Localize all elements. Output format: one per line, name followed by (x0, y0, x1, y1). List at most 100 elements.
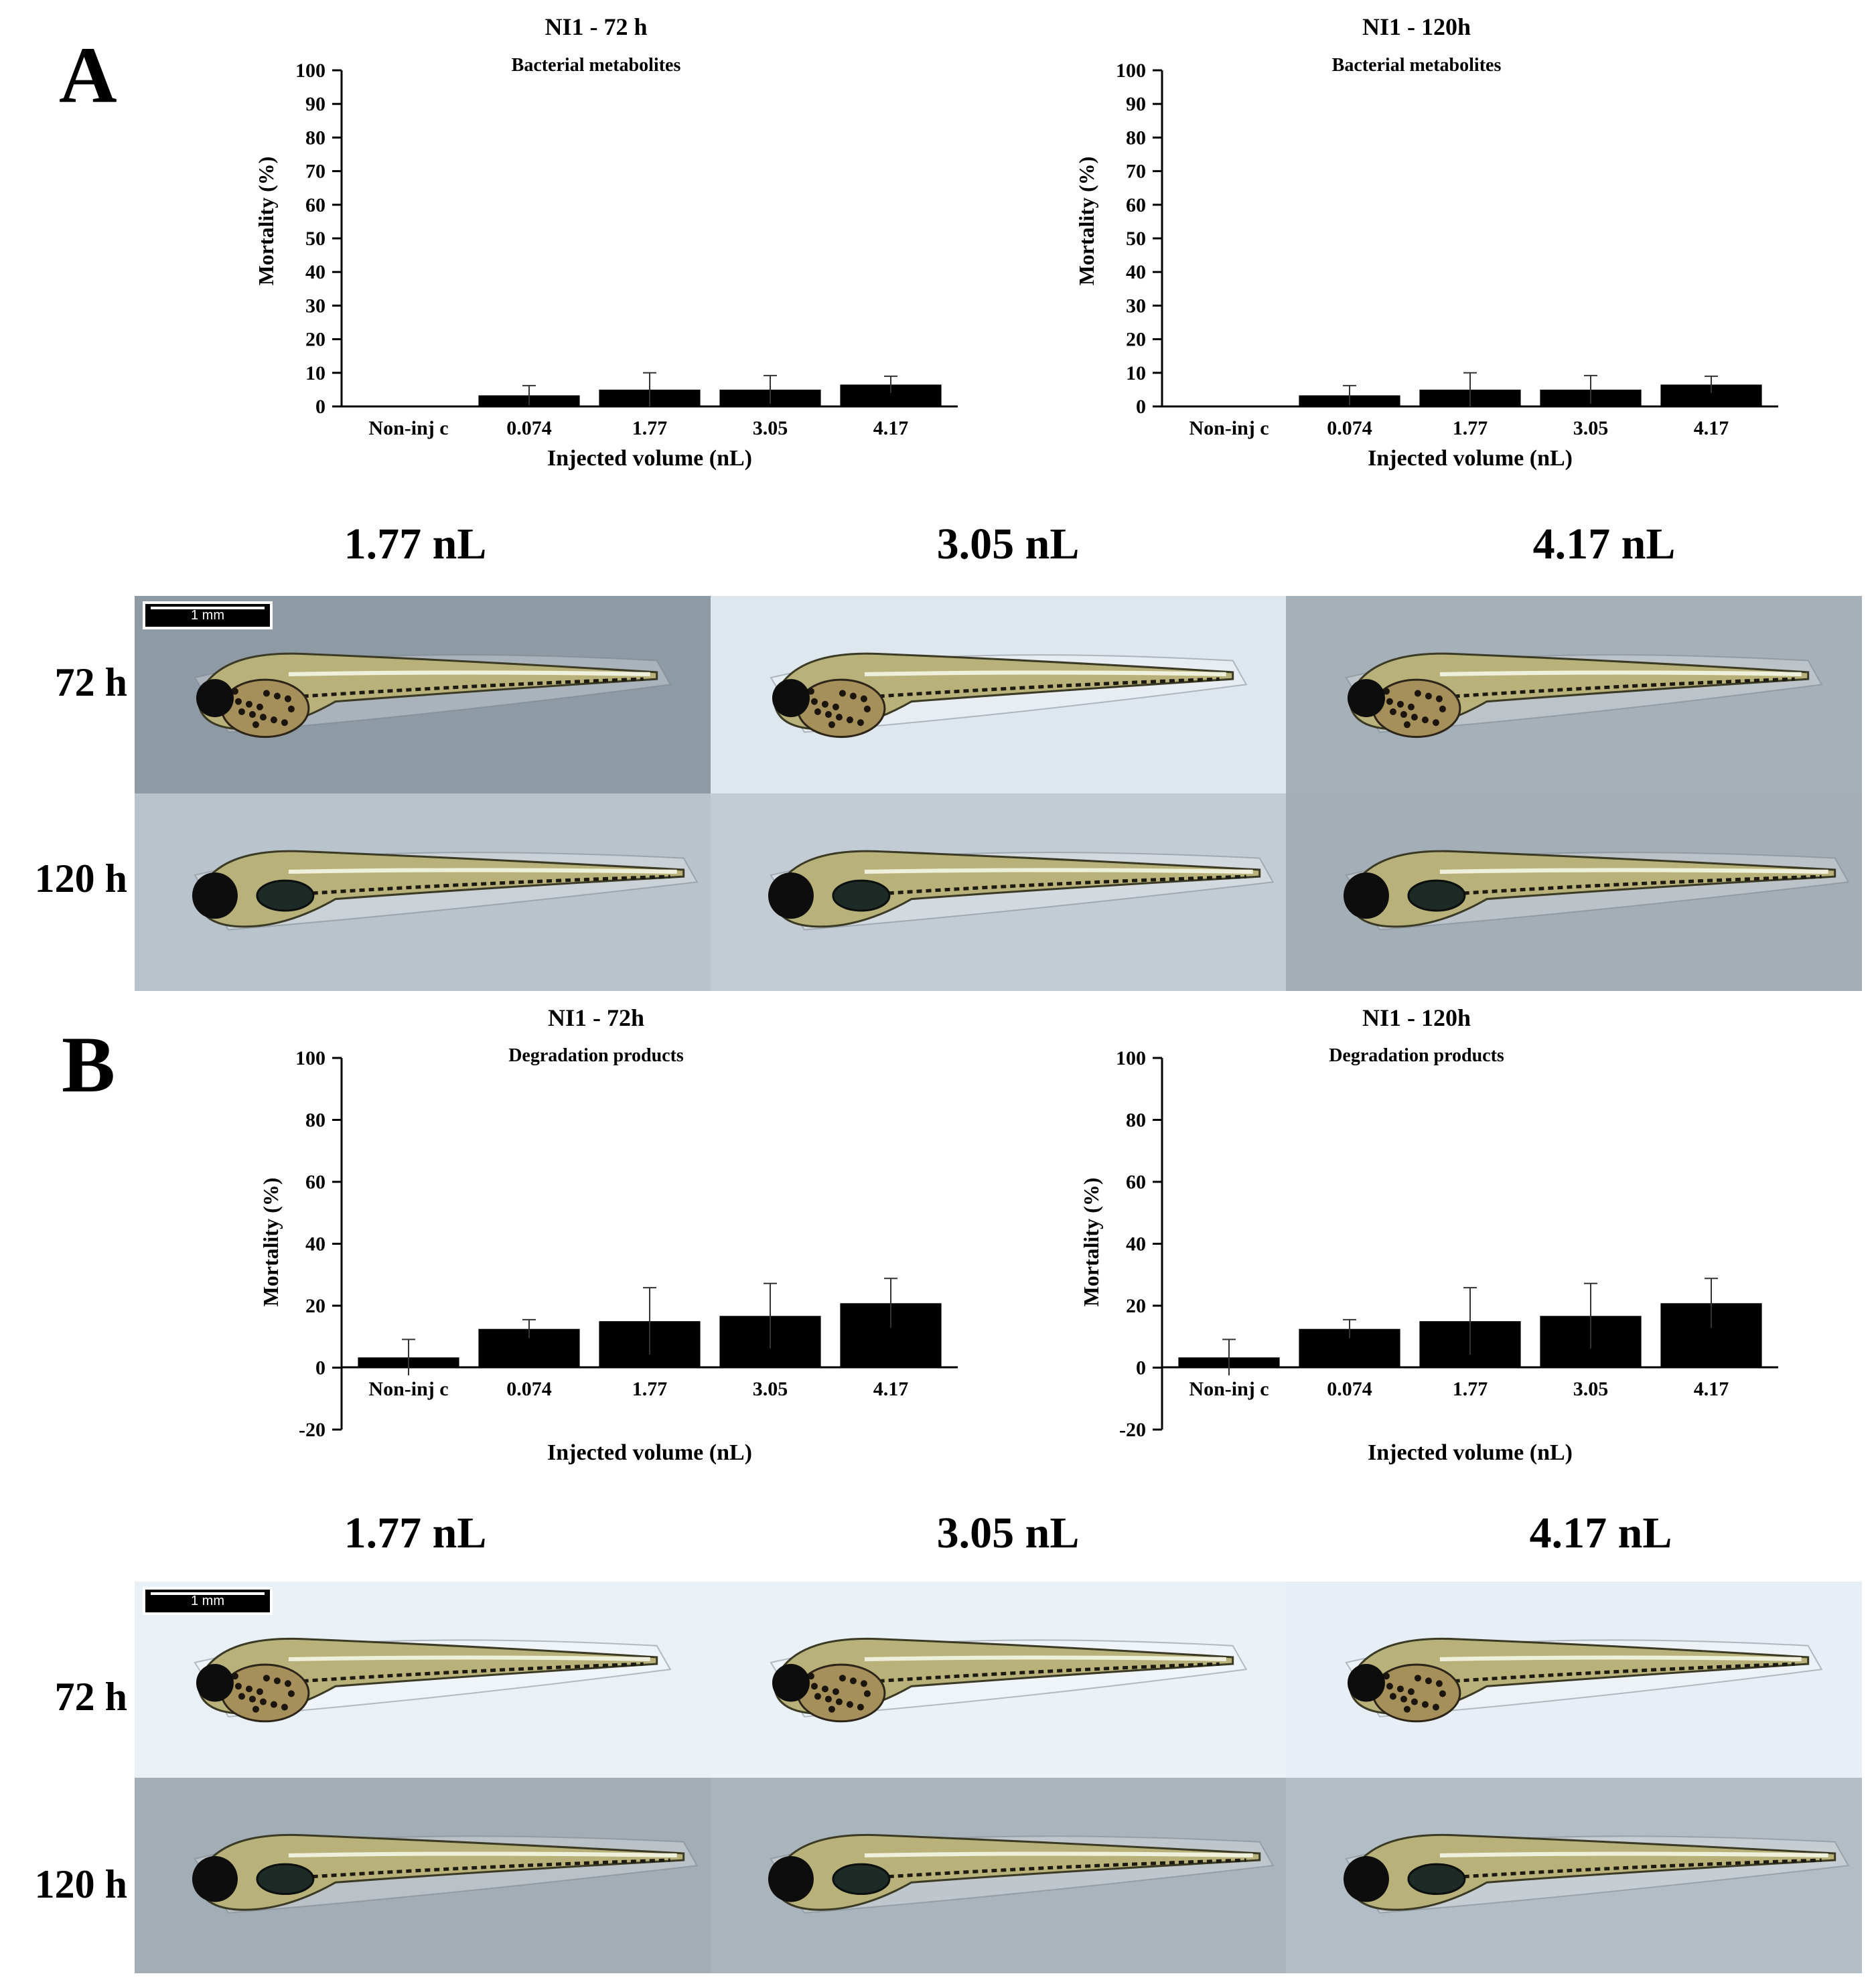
dose-label-b-3: 4.17 nL (1529, 1509, 1672, 1557)
chart-title: NI1 - 72h (548, 1004, 644, 1031)
image-grid-b: 1 mm (135, 1582, 1862, 1973)
y-tick-label: 100 (1116, 60, 1146, 82)
x-tick-label: 4.17 (1694, 417, 1729, 439)
larva-illustration (1344, 850, 1850, 931)
y-tick-label: 70 (1126, 161, 1146, 183)
larva-illustration (192, 850, 699, 931)
chart-title: NI1 - 120h (1362, 13, 1471, 40)
chart-b-120h: NI1 - 120h Degradation products -20 0 20 40 60… (1048, 991, 1818, 1480)
y-tick-label: 0 (1136, 1357, 1146, 1379)
image-grid-a: 1 mm (135, 596, 1862, 991)
x-tick-label: 1.77 (1453, 417, 1488, 439)
chart-svg: NI1 - 72h Degradation products -20 0 20 40 60 8… (259, 1004, 958, 1465)
larva-illustration (192, 1833, 699, 1914)
x-tick-label: Non-inj c (368, 417, 448, 439)
y-tick-label: 100 (295, 60, 326, 82)
scale-bar: 1 mm (143, 1587, 273, 1615)
x-tick-label: 3.05 (753, 1378, 788, 1400)
y-axis-label: Mortality (%) (259, 1178, 283, 1307)
panel-letter-a: A (59, 30, 117, 119)
larva-illustration (768, 1833, 1274, 1914)
x-tick-label: 1.77 (632, 417, 668, 439)
x-tick-label: 4.17 (1694, 1378, 1729, 1400)
y-tick-label: 60 (305, 194, 326, 216)
larva-image-72h-1 (135, 596, 711, 793)
chart-subtitle: Bacterial metabolites (512, 55, 681, 76)
larva-illustration (1344, 1833, 1850, 1914)
larva-image-72h-3 (1286, 596, 1862, 793)
x-tick-label: 1.77 (1453, 1378, 1488, 1400)
y-tick-label: 90 (305, 93, 326, 115)
y-axis-label: Mortality (%) (1079, 1178, 1103, 1307)
y-tick-label: -20 (1119, 1419, 1146, 1441)
larva-image-120h-3 (1286, 793, 1862, 991)
dose-label-b-2: 3.05 nL (936, 1509, 1080, 1557)
dose-label-a-3: 4.17 nL (1532, 520, 1676, 568)
larva-image-120h-2 (710, 1777, 1287, 1973)
larva-image-120h-2 (710, 793, 1287, 991)
larva-image-72h-3 (1286, 1582, 1862, 1778)
scale-bar: 1 mm (143, 601, 273, 629)
y-tick-label: -20 (299, 1419, 326, 1441)
panel-letter-b: B (62, 1020, 116, 1109)
x-tick-label: 3.05 (1573, 1378, 1609, 1400)
chart-svg: NI1 - 120h Bacterial metabolites 0 10 20 30 40… (1074, 13, 1778, 471)
y-tick-label: 30 (305, 295, 326, 317)
y-axis-label: Mortality (%) (254, 157, 278, 286)
chart-subtitle: Degradation products (508, 1045, 684, 1066)
larva-illustration (770, 652, 1247, 739)
chart-subtitle: Degradation products (1329, 1045, 1504, 1066)
y-tick-label: 20 (305, 329, 326, 351)
y-tick-label: 40 (1126, 1233, 1146, 1255)
y-tick-label: 40 (305, 261, 326, 283)
y-tick-label: 80 (1126, 1110, 1146, 1132)
y-tick-label: 20 (1126, 1295, 1146, 1317)
y-tick-label: 40 (1126, 261, 1146, 283)
larva-illustration (194, 652, 672, 739)
x-tick-label: 0.074 (1327, 417, 1372, 439)
dose-label-a-1: 1.77 nL (344, 520, 487, 568)
y-tick-label: 80 (305, 127, 326, 149)
chart-svg: NI1 - 120h Degradation products -20 0 20 40 60… (1079, 1004, 1778, 1465)
y-tick-label: 20 (305, 1295, 326, 1317)
y-tick-label: 10 (1126, 362, 1146, 384)
time-label-b-72h: 72 h (54, 1675, 127, 1719)
y-tick-label: 20 (1126, 329, 1146, 351)
y-tick-label: 60 (1126, 1171, 1146, 1193)
y-axis-label: Mortality (%) (1074, 157, 1098, 286)
y-tick-label: 0 (315, 1357, 326, 1379)
dose-label-a-2: 3.05 nL (936, 520, 1080, 568)
chart-a-72h: NI1 - 72 h Bacterial metabolites 0 10 20 30 40… (228, 0, 998, 482)
y-tick-label: 60 (1126, 194, 1146, 216)
y-tick-label: 50 (1126, 228, 1146, 250)
y-tick-label: 40 (305, 1233, 326, 1255)
x-tick-label: 4.17 (873, 1378, 909, 1400)
y-tick-label: 10 (305, 362, 326, 384)
larva-illustration (1345, 1637, 1823, 1723)
x-tick-label: 3.05 (753, 417, 788, 439)
chart-svg: NI1 - 72 h Bacterial metabolites 0 10 20 30 40… (254, 13, 958, 471)
larva-illustration (194, 1637, 672, 1723)
x-tick-label: 3.05 (1573, 417, 1609, 439)
larva-image-120h-1 (135, 793, 711, 991)
chart-a-120h: NI1 - 120h Bacterial metabolites 0 10 20 30 40… (1048, 0, 1818, 482)
y-tick-label: 0 (315, 396, 326, 418)
x-tick-label: 1.77 (632, 1378, 668, 1400)
larva-image-72h-2 (710, 1582, 1287, 1778)
larva-image-120h-3 (1286, 1777, 1862, 1973)
x-tick-label: 4.17 (873, 417, 909, 439)
x-tick-label: 0.074 (1327, 1378, 1372, 1400)
chart-title: NI1 - 72 h (545, 13, 647, 40)
chart-b-72h: NI1 - 72h Degradation products -20 0 20 40 60 8… (228, 991, 998, 1480)
y-tick-label: 0 (1136, 396, 1146, 418)
x-tick-label: Non-inj c (1189, 1378, 1269, 1400)
time-label-a-120h: 120 h (34, 856, 127, 901)
x-tick-label: Non-inj c (1189, 417, 1269, 439)
x-tick-label: 0.074 (506, 417, 552, 439)
larva-image-120h-1 (135, 1777, 711, 1973)
y-tick-label: 60 (305, 1171, 326, 1193)
chart-title: NI1 - 120h (1362, 1004, 1471, 1031)
y-tick-label: 90 (1126, 93, 1146, 115)
dose-label-b-1: 1.77 nL (344, 1509, 487, 1557)
x-axis-label: Injected volume (nL) (1368, 1440, 1573, 1465)
